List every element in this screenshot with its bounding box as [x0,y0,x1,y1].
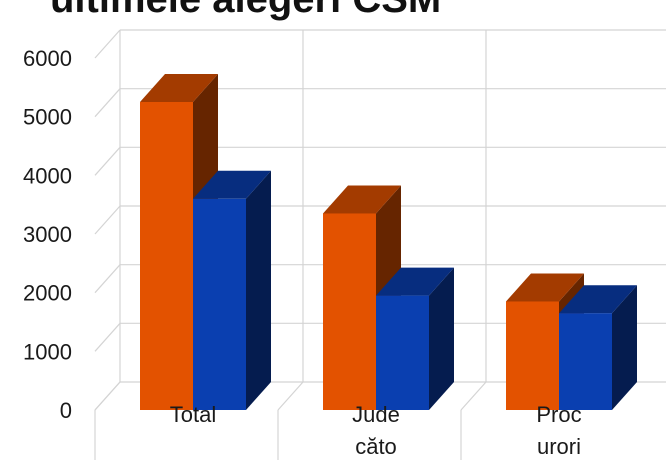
bars [140,74,637,410]
y-tick-label: 5000 [23,105,72,130]
y-tick-label: 6000 [23,46,72,71]
bar [559,285,637,410]
y-tick-label: 3000 [23,222,72,247]
y-axis-ticks: 0 1000 2000 3000 4000 5000 6000 [23,46,72,423]
bar [376,267,454,410]
x-tick-label: Jude căto [352,402,400,459]
chart-title: ultimele alegeri CSM [50,0,441,21]
y-tick-label: 4000 [23,163,72,188]
y-tick-label: 2000 [23,281,72,306]
category-labels: Total Jude căto Proc urori [170,402,582,459]
x-tick-label: Proc urori [536,402,581,459]
x-tick-label: Total [170,402,216,427]
y-tick-label: 1000 [23,339,72,364]
bar [193,170,271,410]
y-tick-label: 0 [60,398,72,423]
